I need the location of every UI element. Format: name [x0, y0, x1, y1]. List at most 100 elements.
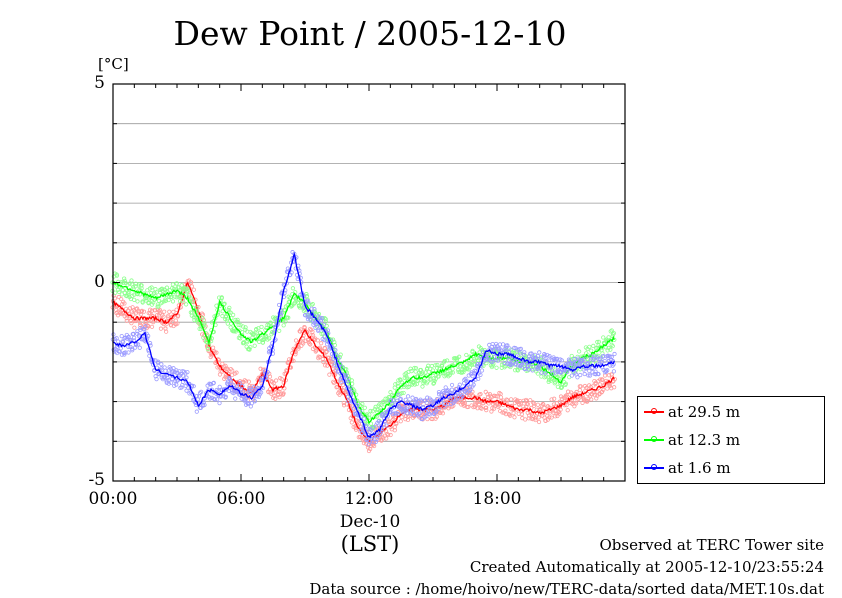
- data-point: [487, 392, 493, 397]
- data-point: [384, 423, 389, 428]
- data-point: [596, 339, 602, 344]
- series-2: [110, 250, 617, 447]
- data-point: [201, 335, 206, 340]
- data-point: [143, 320, 148, 325]
- data-point: [120, 301, 125, 307]
- data-point: [133, 311, 138, 316]
- data-point: [558, 407, 563, 412]
- data-point: [464, 352, 469, 358]
- data-point: [593, 369, 598, 374]
- data-point: [569, 361, 574, 366]
- data-point: [425, 408, 431, 414]
- data-point: [554, 357, 559, 362]
- data-point: [544, 359, 549, 364]
- data-point: [194, 305, 199, 310]
- data-point: [292, 347, 297, 352]
- data-point: [312, 307, 317, 312]
- data-point: [491, 361, 496, 367]
- chart-title: Dew Point / 2005-12-10: [173, 14, 567, 53]
- data-point: [577, 349, 582, 354]
- data-point: [435, 374, 441, 379]
- data-point: [592, 356, 597, 361]
- data-point: [470, 348, 475, 353]
- data-point: [507, 346, 512, 351]
- data-point: [486, 354, 491, 359]
- data-point: [197, 390, 203, 396]
- data-point: [230, 368, 235, 373]
- data-point: [164, 329, 169, 334]
- data-point: [612, 385, 617, 390]
- data-point: [595, 339, 600, 345]
- data-point: [420, 384, 425, 389]
- data-point: [185, 286, 190, 291]
- data-point: [195, 320, 201, 325]
- data-point: [308, 317, 313, 323]
- data-point: [485, 392, 490, 397]
- legend-item: at 1.6 m: [644, 457, 731, 479]
- data-point: [476, 376, 481, 381]
- data-point: [409, 369, 414, 374]
- data-point: [159, 362, 164, 367]
- data-point: [114, 336, 119, 341]
- data-point: [460, 394, 465, 399]
- data-point: [308, 342, 313, 347]
- data-point: [191, 287, 197, 292]
- data-point: [507, 412, 512, 417]
- data-point: [177, 298, 183, 304]
- data-point: [353, 425, 358, 431]
- data-point: [153, 308, 158, 313]
- data-point: [336, 356, 341, 361]
- data-point: [140, 300, 145, 305]
- data-point: [587, 373, 593, 378]
- data-point: [257, 390, 262, 395]
- data-point: [189, 280, 194, 285]
- data-point: [393, 382, 398, 387]
- data-point: [198, 405, 203, 410]
- data-point: [535, 402, 540, 407]
- data-point: [360, 401, 365, 407]
- data-point: [351, 406, 356, 411]
- data-point: [396, 392, 401, 398]
- data-point: [431, 380, 437, 386]
- data-point: [499, 362, 505, 367]
- data-point: [130, 285, 136, 290]
- data-point: [310, 333, 316, 338]
- data-point: [593, 372, 598, 377]
- data-point: [154, 376, 159, 382]
- data-point: [612, 351, 617, 357]
- data-point: [452, 361, 457, 366]
- data-point: [186, 288, 191, 293]
- data-point: [132, 325, 137, 330]
- data-point: [215, 397, 220, 402]
- data-point: [167, 309, 172, 314]
- data-point: [325, 328, 330, 333]
- data-point: [184, 375, 189, 380]
- data-point: [378, 406, 383, 411]
- data-point: [414, 396, 419, 402]
- data-point: [489, 409, 494, 414]
- data-point: [206, 343, 211, 348]
- legend-label: at 1.6 m: [668, 459, 731, 477]
- data-point: [245, 340, 250, 345]
- data-point: [368, 408, 373, 414]
- data-point: [587, 344, 592, 349]
- data-point: [592, 393, 597, 398]
- data-point: [384, 436, 389, 441]
- data-point: [168, 366, 173, 371]
- data-point: [464, 385, 470, 390]
- data-point: [156, 304, 161, 309]
- data-point: [260, 340, 266, 345]
- data-point: [412, 382, 417, 387]
- data-point: [119, 296, 124, 302]
- data-point: [188, 296, 193, 301]
- data-point: [392, 428, 397, 433]
- data-point: [316, 327, 321, 332]
- data-point: [486, 357, 491, 362]
- data-point: [427, 412, 433, 417]
- data-point: [401, 390, 406, 396]
- x-tick-label: 12:00: [344, 489, 394, 509]
- data-point: [171, 366, 176, 371]
- data-point: [317, 354, 323, 360]
- data-point: [298, 329, 303, 334]
- data-point: [505, 398, 510, 403]
